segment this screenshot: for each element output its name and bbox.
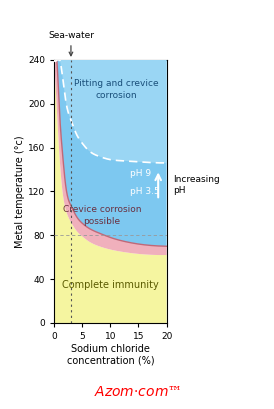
Text: pH 3.5: pH 3.5: [130, 187, 160, 196]
Text: pH 9: pH 9: [130, 169, 151, 178]
Text: Pitting and crevice
corrosion: Pitting and crevice corrosion: [74, 79, 158, 99]
Text: Complete immunity: Complete immunity: [62, 280, 159, 290]
Text: $\mathit{Azom}$·$\mathit{com}$™: $\mathit{Azom}$·$\mathit{com}$™: [93, 385, 181, 399]
Polygon shape: [54, 60, 167, 163]
Polygon shape: [54, 60, 167, 323]
Text: Increasing
pH: Increasing pH: [173, 175, 220, 195]
Y-axis label: Metal temperature (°c): Metal temperature (°c): [15, 135, 25, 248]
Text: Sea-water: Sea-water: [48, 31, 94, 56]
Polygon shape: [54, 60, 167, 246]
Polygon shape: [54, 60, 167, 255]
Text: Crevice corrosion
possible: Crevice corrosion possible: [63, 205, 141, 226]
X-axis label: Sodium chloride
concentration (%): Sodium chloride concentration (%): [67, 344, 154, 365]
